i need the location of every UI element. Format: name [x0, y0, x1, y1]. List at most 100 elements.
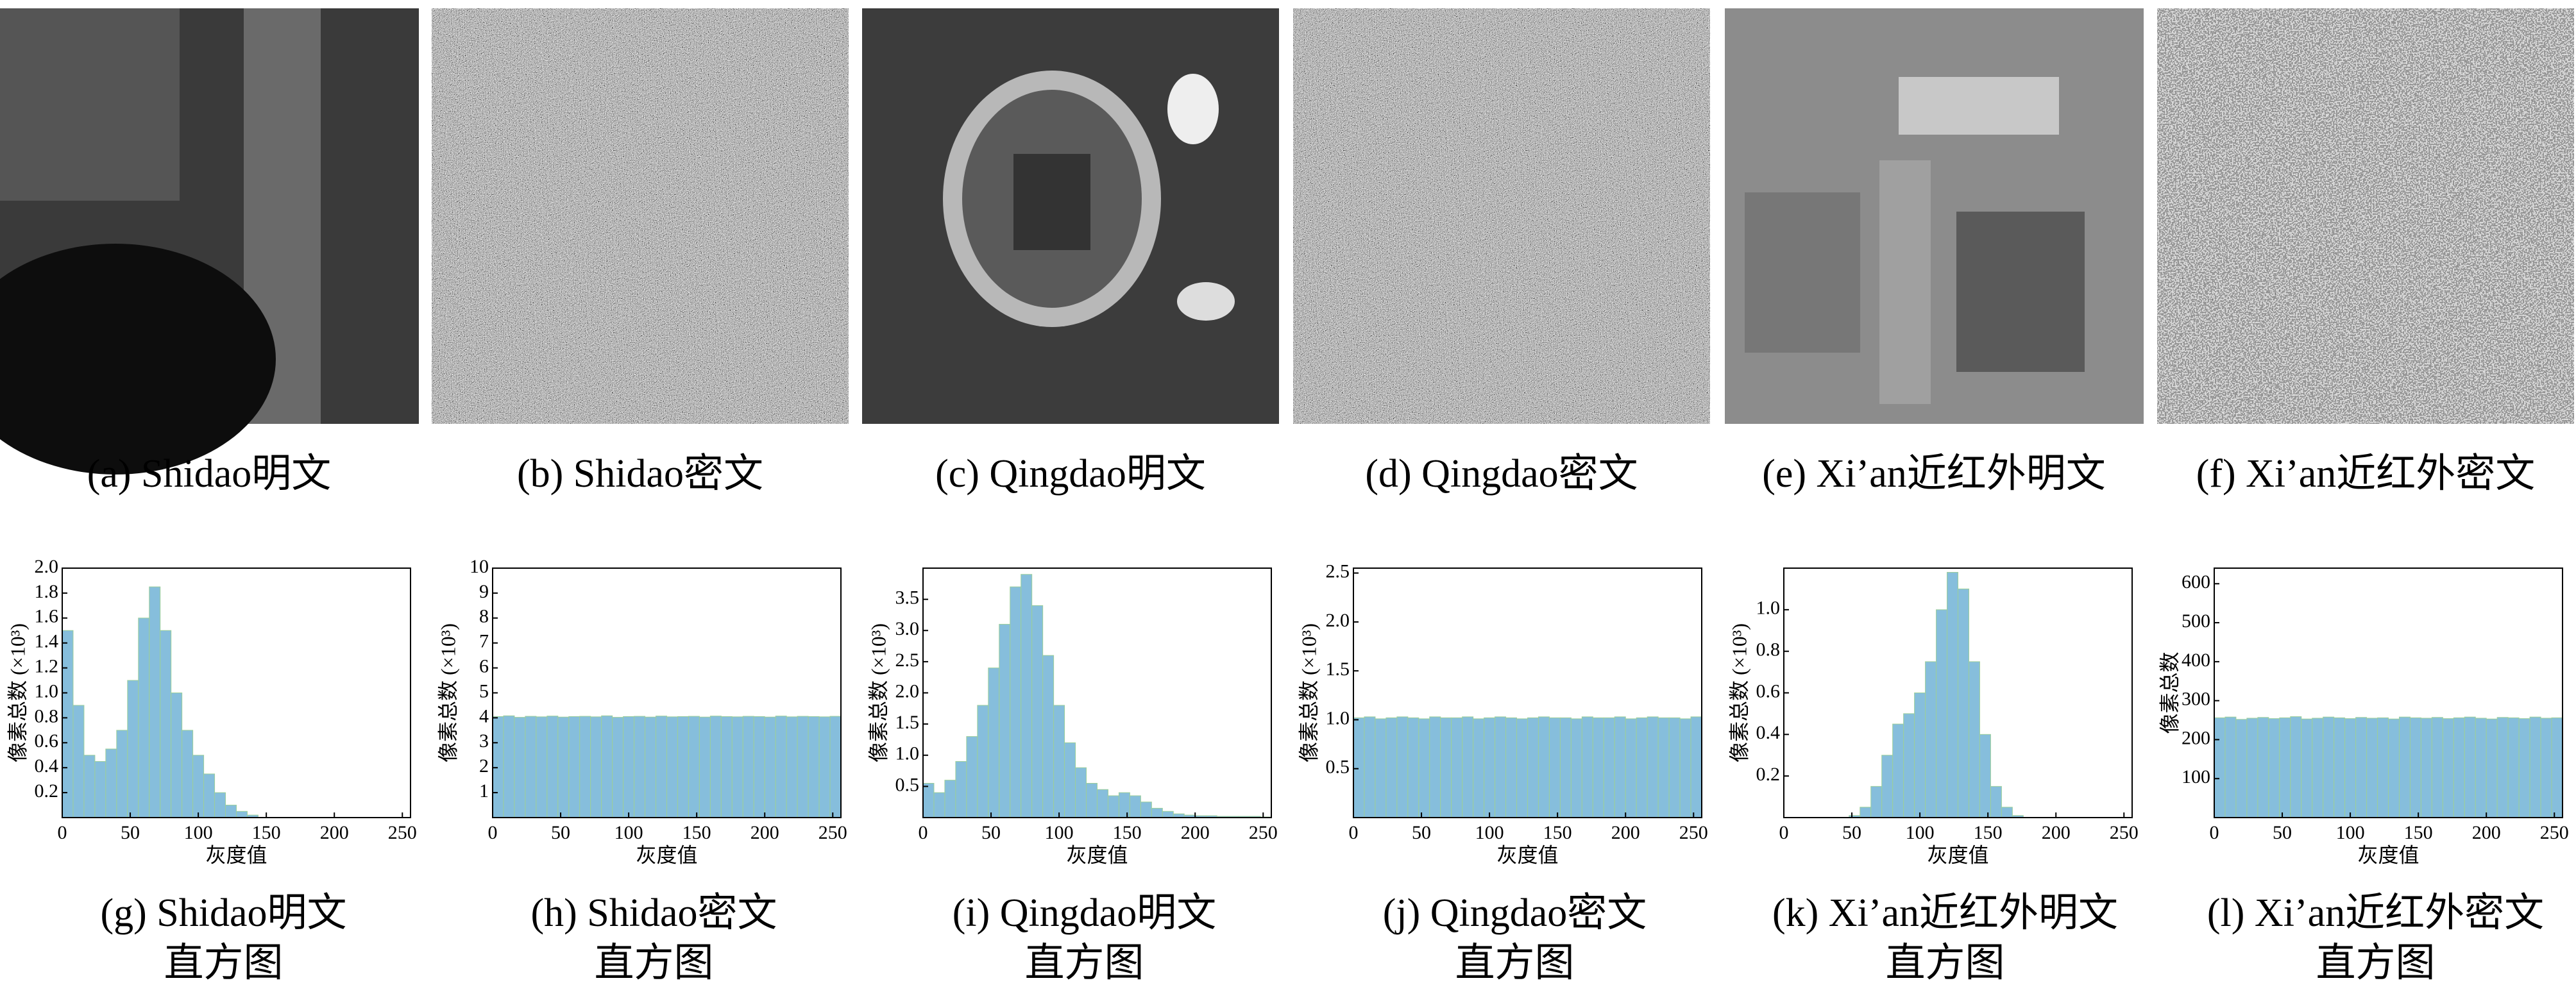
- bar: [1118, 792, 1130, 818]
- bar: [171, 693, 183, 818]
- bar: [601, 715, 613, 818]
- y-tick-label: 1.4: [35, 631, 59, 652]
- bar: [742, 716, 754, 818]
- bar: [182, 730, 194, 818]
- y-tick-label: 1: [479, 780, 489, 802]
- bar: [645, 716, 657, 818]
- bar: [1140, 802, 1152, 818]
- x-tick-label: 0: [1349, 822, 1359, 843]
- x-tick-label: 250: [2540, 822, 2569, 843]
- x-tick-label: 0: [58, 822, 67, 843]
- image: [1725, 8, 2144, 424]
- bar: [977, 705, 989, 818]
- bar: [1570, 718, 1582, 818]
- bar: [1021, 574, 1033, 818]
- y-tick-label: 1.0: [35, 680, 59, 702]
- x-tick-label: 0: [919, 822, 928, 843]
- bar: [1451, 717, 1463, 818]
- bar: [1636, 717, 1648, 818]
- bar: [503, 715, 515, 818]
- bar: [797, 716, 809, 818]
- bar: [1151, 807, 1163, 818]
- bar: [775, 716, 787, 818]
- y-tick-label: 500: [2182, 610, 2210, 632]
- bar: [2486, 718, 2498, 818]
- bar: [2475, 718, 2487, 818]
- bar: [214, 792, 226, 818]
- y-tick-label: 9: [479, 581, 489, 602]
- x-tick-label: 100: [614, 822, 643, 843]
- bar: [1559, 717, 1572, 818]
- bar: [1979, 734, 1991, 818]
- bar: [72, 705, 85, 818]
- bar: [1548, 717, 1561, 818]
- bar: [818, 716, 831, 818]
- bar: [236, 811, 248, 818]
- bar: [1614, 716, 1626, 818]
- bar: [116, 730, 128, 818]
- bar: [1958, 588, 1969, 818]
- y-tick-label: 7: [479, 631, 489, 652]
- bar: [933, 792, 945, 818]
- bar: [590, 716, 602, 818]
- chart-caption: 直方图: [164, 941, 283, 985]
- bar: [623, 716, 635, 818]
- x-axis-label: 灰度值: [1496, 843, 1558, 866]
- bar: [203, 773, 216, 818]
- bar: [1892, 723, 1904, 818]
- bar: [1947, 571, 1958, 818]
- bar: [2442, 718, 2454, 818]
- bar: [1473, 718, 1485, 818]
- x-tick-label: 50: [1412, 822, 1431, 843]
- x-tick-label: 100: [2336, 822, 2365, 843]
- bar: [1162, 811, 1174, 818]
- bar: [1042, 655, 1055, 818]
- x-tick-label: 200: [2042, 822, 2071, 843]
- bar: [2540, 718, 2552, 818]
- bar: [1625, 718, 1637, 818]
- y-tick-label: 4: [479, 705, 489, 727]
- bar: [1495, 716, 1507, 818]
- chart-caption: (k) Xi’an近红外明文: [1772, 891, 2118, 935]
- y-tick-label: 1.0: [1756, 598, 1781, 619]
- bar: [160, 630, 172, 818]
- bar: [1097, 789, 1108, 818]
- image: [432, 8, 849, 424]
- bar: [568, 716, 580, 818]
- bar: [1353, 717, 1365, 818]
- bar: [2214, 717, 2226, 818]
- y-tick-label: 2.5: [895, 650, 920, 671]
- chart-caption: (i) Qingdao明文: [953, 891, 1217, 935]
- bar: [2464, 716, 2476, 818]
- x-tick-label: 50: [2273, 822, 2292, 843]
- y-tick-label: 0.2: [35, 780, 59, 802]
- bar: [2366, 718, 2378, 818]
- bar: [731, 716, 743, 818]
- image-caption: (c) Qingdao明文: [935, 452, 1206, 496]
- chart-caption: 直方图: [1024, 941, 1144, 985]
- bar: [1462, 716, 1474, 818]
- plot-frame: [2214, 567, 2563, 818]
- bar: [105, 748, 117, 818]
- x-tick-label: 200: [2472, 822, 2501, 843]
- bar: [1581, 716, 1593, 818]
- bar: [192, 755, 205, 818]
- y-tick-label: 0.4: [1756, 722, 1781, 743]
- bar: [2268, 718, 2280, 818]
- bar: [677, 716, 689, 818]
- bar: [1418, 718, 1430, 818]
- x-tick-label: 100: [1045, 822, 1074, 843]
- chart-caption: 直方图: [2316, 941, 2435, 985]
- bar: [1592, 717, 1604, 818]
- bar: [127, 680, 139, 818]
- y-tick-label: 600: [2182, 571, 2210, 593]
- x-tick-label: 150: [682, 822, 711, 843]
- x-tick-label: 200: [1611, 822, 1640, 843]
- y-tick-label: 1.6: [35, 606, 59, 627]
- bar: [514, 717, 526, 818]
- y-axis-label: 像素总数: [2158, 652, 2181, 734]
- bar: [2224, 716, 2237, 818]
- bar: [1107, 795, 1119, 818]
- bar: [656, 716, 667, 818]
